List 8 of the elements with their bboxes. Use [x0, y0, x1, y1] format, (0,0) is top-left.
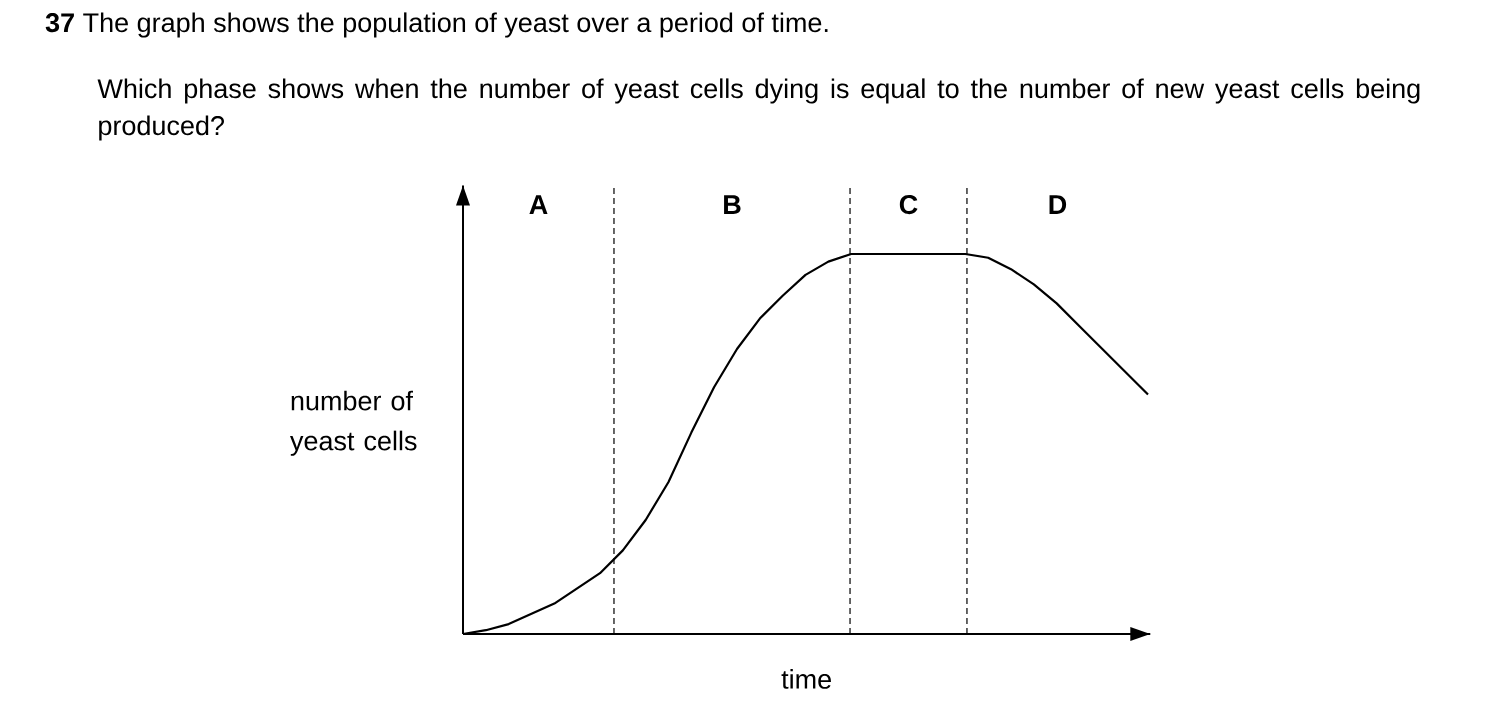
text: C	[899, 195, 918, 215]
text: A	[529, 195, 548, 214]
text: D	[1049, 195, 1067, 214]
y-axis-title: number of yeast cells	[290, 390, 417, 456]
x-axis-title: time	[781, 669, 831, 689]
text: B	[724, 195, 741, 214]
chart-title: 37 The graph shows the population of yeast over a period of time.	[45, 12, 828, 38]
chart-subtitle: Which phase shows when the number of yeast cells dying is equal to the number of new yeast cells being produced?	[97, 78, 1420, 141]
